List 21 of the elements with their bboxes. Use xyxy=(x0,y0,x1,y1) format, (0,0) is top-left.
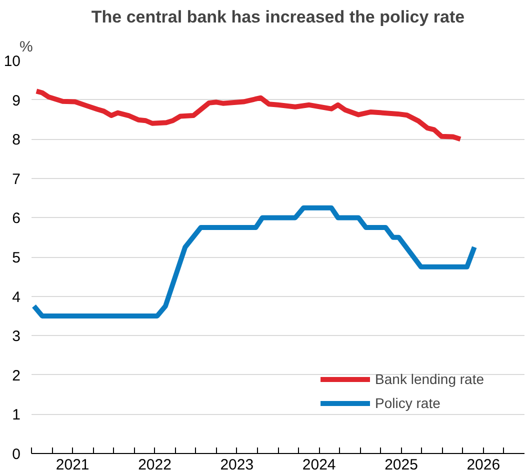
y-axis-title: % xyxy=(20,38,33,56)
y-tick-label: 3 xyxy=(12,328,20,346)
x-tick-label: 2022 xyxy=(138,456,172,472)
y-tick-label: 2 xyxy=(12,367,20,384)
y-tick-label: 9 xyxy=(12,92,20,110)
x-tick-label: 2023 xyxy=(220,456,254,472)
y-tick-label: 1 xyxy=(12,406,20,424)
legend-label: Policy rate xyxy=(375,395,440,411)
y-tick-label: 5 xyxy=(12,250,20,266)
y-tick-label: 6 xyxy=(12,210,20,228)
x-tick-label: 2026 xyxy=(466,456,500,472)
chart-title: The central bank has increased the policy rate xyxy=(91,8,465,26)
y-tick-label: 7 xyxy=(12,170,20,188)
x-tick-label: 2024 xyxy=(302,456,336,472)
y-tick-label: 0 xyxy=(12,446,20,463)
x-tick-label: 2021 xyxy=(56,456,90,472)
legend-label: Bank lending rate xyxy=(375,371,484,387)
x-tick-label: 2025 xyxy=(384,456,418,472)
y-tick-label: 8 xyxy=(12,132,20,149)
y-tick-label: 10 xyxy=(4,53,21,70)
y-tick-label: 4 xyxy=(12,288,20,306)
